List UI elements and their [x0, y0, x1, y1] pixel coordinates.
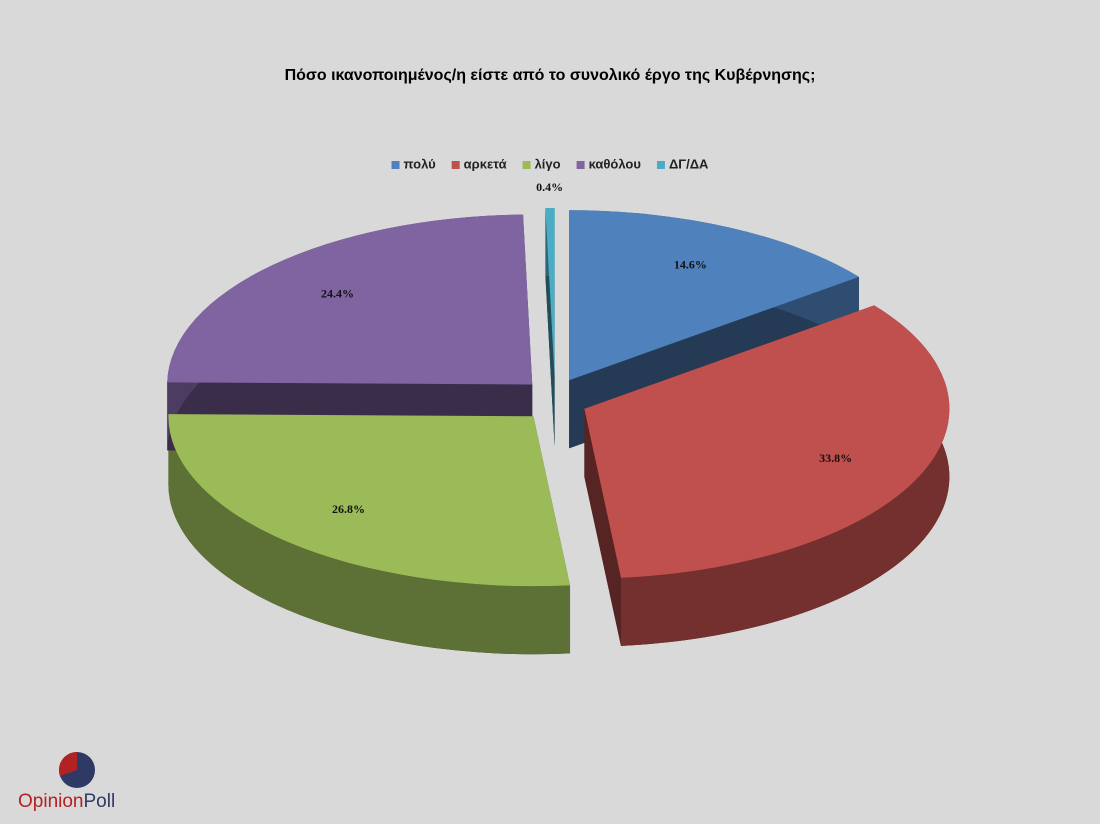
slice — [569, 210, 859, 381]
legend-swatch — [656, 161, 665, 169]
value-label: 0.4% — [536, 180, 563, 194]
legend: πολύ αρκετά λίγο καθόλου ΔΓ/ΔΑ — [391, 156, 709, 171]
logo-sector — [58, 752, 77, 776]
slice-tops — [167, 208, 950, 587]
logo-second: Poll — [84, 791, 116, 812]
logo-text: OpinionPoll — [18, 791, 115, 812]
legend-label: καθόλου — [589, 156, 642, 171]
slice — [545, 208, 555, 379]
value-label: 14.6% — [674, 258, 707, 272]
logo: OpinionPoll — [18, 752, 115, 812]
chart-title: Πόσο ικανοποιημένος/η είστε από το συνολ… — [285, 67, 816, 84]
legend-label: ΔΓ/ΔΑ — [669, 156, 709, 171]
value-labels: 14.6% 33.8% 26.8% 24.4% 0.4% — [321, 180, 852, 516]
legend-label: πολύ — [404, 156, 437, 171]
logo-first: Opinion — [18, 791, 84, 812]
value-label: 33.8% — [819, 451, 852, 465]
slice — [584, 305, 950, 578]
value-label: 26.8% — [332, 502, 365, 516]
legend-swatch — [451, 161, 460, 169]
legend-label: λίγο — [535, 156, 561, 171]
slice-outer-wall — [621, 305, 950, 646]
slice — [167, 214, 533, 385]
legend-swatch — [522, 161, 531, 169]
legend-label: αρκετά — [464, 156, 507, 171]
slice-outer-wall — [168, 414, 571, 655]
slice — [168, 414, 571, 587]
legend-swatch — [576, 161, 585, 169]
value-label: 24.4% — [321, 287, 354, 301]
legend-swatch — [391, 161, 400, 169]
slice-wall — [584, 408, 622, 646]
